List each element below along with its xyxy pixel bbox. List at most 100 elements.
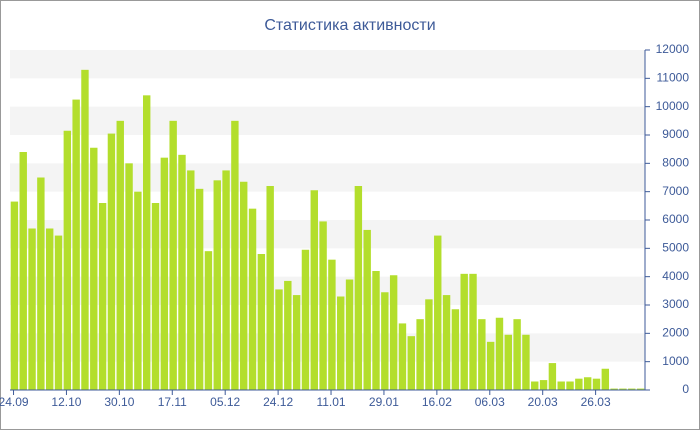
bar xyxy=(522,334,530,390)
bar xyxy=(240,181,248,390)
bar xyxy=(566,381,574,390)
x-tick-label: 11.01 xyxy=(316,395,345,409)
bar xyxy=(28,228,36,390)
bar xyxy=(275,289,283,390)
bar xyxy=(54,235,63,390)
bar xyxy=(19,152,27,390)
bar xyxy=(266,186,274,390)
chart-title: Статистика активности xyxy=(264,17,435,34)
bar xyxy=(116,120,124,390)
bar xyxy=(583,377,592,390)
bar xyxy=(478,319,486,390)
x-tick-label: 17.11 xyxy=(158,395,187,409)
bar xyxy=(204,251,213,390)
bar xyxy=(381,292,389,390)
bar xyxy=(231,120,239,390)
x-tick-label: 26.03 xyxy=(581,395,611,409)
bar xyxy=(354,186,363,390)
bar xyxy=(451,309,460,390)
bar xyxy=(372,271,380,390)
y-tick-label: 5000 xyxy=(662,241,689,255)
y-tick-label: 6000 xyxy=(662,212,689,226)
bar xyxy=(539,380,548,390)
bar xyxy=(301,249,310,390)
x-tick-label: 20.03 xyxy=(528,395,558,409)
bar xyxy=(37,177,45,390)
x-tick-label: 06.03 xyxy=(475,395,505,409)
x-tick-label: 30.10 xyxy=(104,395,134,409)
bar xyxy=(160,157,169,390)
y-tick-label: 2000 xyxy=(662,326,689,340)
bar xyxy=(531,381,539,390)
bar xyxy=(151,203,160,390)
y-tick-label: 7000 xyxy=(662,184,689,198)
bar xyxy=(434,235,442,390)
bar xyxy=(363,229,371,390)
bar xyxy=(407,336,415,390)
bar xyxy=(504,334,513,390)
y-tick-label: 1000 xyxy=(662,354,689,368)
x-tick-label: 24.12 xyxy=(263,395,293,409)
bar xyxy=(292,295,301,390)
y-tick-label: 12000 xyxy=(656,42,690,56)
bar xyxy=(125,163,133,390)
x-tick-label: 05.12 xyxy=(210,395,240,409)
bar xyxy=(72,99,80,390)
y-tick-label: 8000 xyxy=(662,156,689,170)
bar xyxy=(248,208,257,390)
bar xyxy=(187,170,195,390)
bar xyxy=(257,254,266,390)
bar xyxy=(90,147,98,390)
bar xyxy=(636,388,645,390)
bar xyxy=(425,299,433,390)
x-tick-label: 16.02 xyxy=(422,395,452,409)
bar xyxy=(548,363,557,390)
bar xyxy=(442,295,451,390)
grid-band xyxy=(10,333,645,362)
bar xyxy=(619,388,627,390)
bar xyxy=(628,388,636,390)
grid-band xyxy=(10,220,645,249)
bar xyxy=(557,381,565,390)
bar xyxy=(178,154,186,390)
bar xyxy=(107,133,116,391)
y-tick-label: 3000 xyxy=(662,297,689,311)
bar xyxy=(134,191,142,390)
bar xyxy=(337,296,345,390)
y-tick-label: 11000 xyxy=(657,71,690,85)
bar xyxy=(310,190,318,390)
bar xyxy=(486,341,495,390)
grid-band xyxy=(10,276,645,305)
y-tick-label: 4000 xyxy=(662,269,689,283)
bar xyxy=(469,273,477,390)
bar xyxy=(592,378,601,390)
bar xyxy=(389,275,398,390)
bar xyxy=(601,368,610,390)
bar xyxy=(575,378,583,390)
x-tick-label: 12.10 xyxy=(51,395,81,409)
grid-band xyxy=(10,163,645,192)
bar xyxy=(81,69,89,390)
bar xyxy=(169,120,177,390)
bar xyxy=(319,221,327,390)
grid-band xyxy=(10,50,645,79)
bar xyxy=(142,95,151,390)
x-tick-label: 29.01 xyxy=(369,395,399,409)
bar xyxy=(610,388,618,390)
y-tick-label: 0 xyxy=(682,382,689,396)
bar xyxy=(398,323,407,390)
x-tick-label: 24.09 xyxy=(0,395,29,409)
bar xyxy=(63,130,72,390)
bar xyxy=(460,273,468,390)
bar xyxy=(284,280,292,390)
y-tick-label: 10000 xyxy=(656,99,690,113)
bar xyxy=(345,279,354,390)
bar xyxy=(98,203,107,390)
bar xyxy=(328,259,336,390)
bar xyxy=(213,180,221,390)
bar xyxy=(195,188,204,390)
bar xyxy=(495,317,504,390)
grid-band xyxy=(10,106,645,135)
bar xyxy=(222,170,230,390)
